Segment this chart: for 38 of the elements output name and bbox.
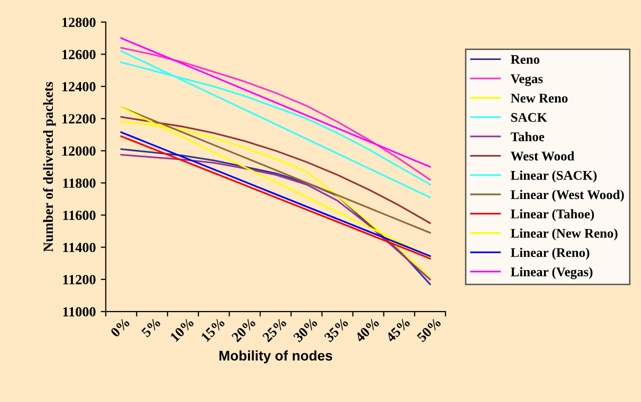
x-tick-label: 5% xyxy=(140,317,162,338)
y-tick-label: 12600 xyxy=(62,50,96,60)
legend-label: Linear (Tahoe) xyxy=(510,209,594,222)
y-tick-label: 12200 xyxy=(62,114,96,124)
x-axis-title: Mobility of nodes xyxy=(219,350,332,364)
line-series xyxy=(120,37,431,168)
legend-label: Vegas xyxy=(510,74,543,86)
x-tick-label: 10% xyxy=(170,317,194,342)
line-series xyxy=(120,116,431,224)
x-tick-label: 0% xyxy=(110,317,130,338)
legend-label: Linear (West Wood) xyxy=(510,190,624,202)
y-tick-label: 11800 xyxy=(63,178,96,188)
legend-label: Linear (Vegas) xyxy=(510,267,592,280)
legend-label: West Wood xyxy=(510,151,574,161)
legend-label: SACK xyxy=(511,113,548,122)
y-tick-label: 11200 xyxy=(63,274,96,284)
x-tick-label: 35% xyxy=(324,317,349,342)
x-tick-label: 30% xyxy=(292,317,318,342)
legend-label: New Reno xyxy=(510,94,568,103)
x-tick-label: 45% xyxy=(385,317,411,343)
legend-label: Linear (Reno) xyxy=(510,248,590,260)
y-tick-label: 12400 xyxy=(62,82,96,92)
x-tick-label: 40% xyxy=(354,317,380,343)
legend-label: Tahoe xyxy=(510,132,544,142)
y-tick-label: 11400 xyxy=(63,242,96,252)
x-tick-label: 15% xyxy=(200,317,226,342)
legend-label: Reno xyxy=(510,55,540,64)
legend-label: Linear (New Reno) xyxy=(510,228,618,240)
x-tick-label: 25% xyxy=(262,317,288,342)
y-tick-label: 12800 xyxy=(62,18,96,28)
y-tick-label: 11600 xyxy=(63,210,96,220)
legend-label: Linear (SACK) xyxy=(510,170,597,183)
y-tick-label: 11000 xyxy=(63,307,96,317)
x-tick-label: 20% xyxy=(231,317,256,342)
x-tick-label: 50% xyxy=(416,317,442,342)
y-axis-title: Number of delivered packets xyxy=(43,82,56,252)
line-series xyxy=(120,106,431,234)
y-tick-label: 12000 xyxy=(62,146,96,156)
